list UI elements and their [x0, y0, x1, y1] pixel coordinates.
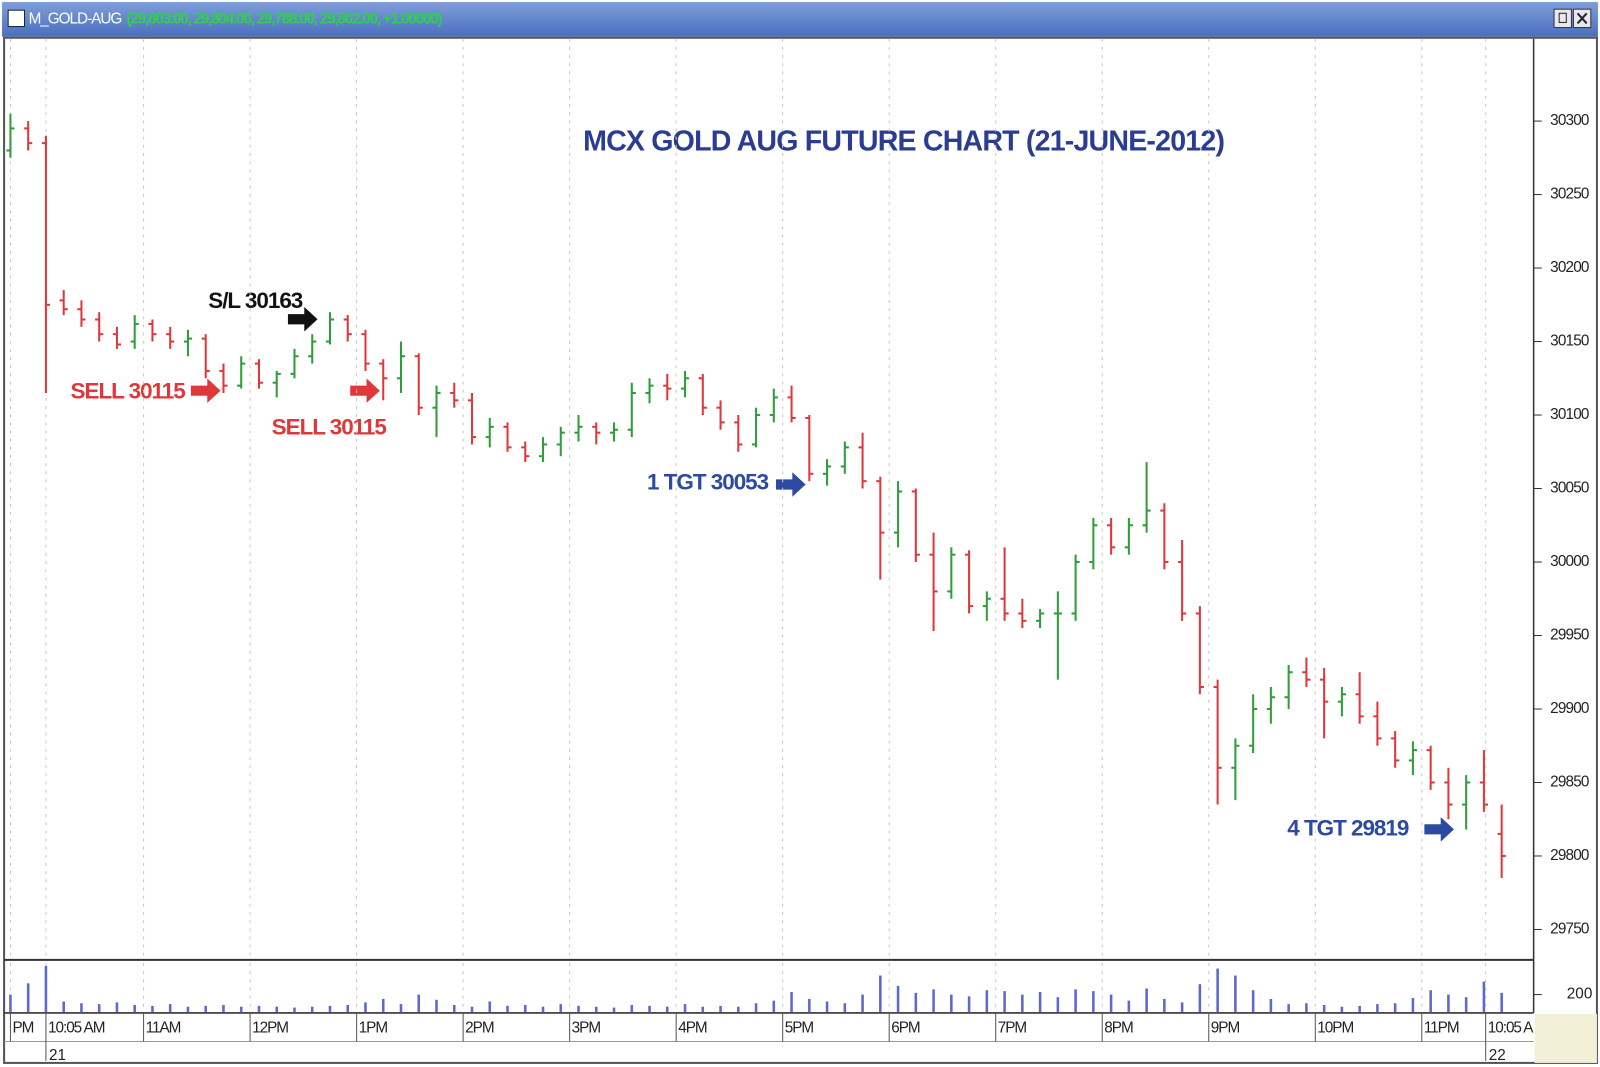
x-tick-label: 1PM [359, 1019, 388, 1036]
x-tick-label: 6PM [891, 1019, 920, 1036]
window-icon [7, 9, 26, 28]
x-tick-label: 9PM [1211, 1019, 1240, 1036]
title-bar [2, 2, 1598, 37]
x-tick-label: 10:05 AM [48, 1019, 105, 1036]
annotation: 4 TGT 29819 [1287, 815, 1409, 840]
x-tick-label: 11PM [1424, 1019, 1459, 1036]
annotation: 1 TGT 30053 [647, 469, 769, 494]
x-tick-label: 5PM [785, 1019, 814, 1036]
restore-icon [1558, 12, 1567, 23]
close-icon [1576, 12, 1588, 25]
window-title: M_GOLD-AUG [29, 10, 122, 27]
y-tick-label: 29900 [1550, 700, 1589, 717]
y-tick-label: 30200 [1550, 259, 1589, 276]
y-tick-label: 30300 [1550, 112, 1589, 129]
annotation: SELL 30115 [71, 379, 186, 404]
y-tick-label: 30100 [1550, 406, 1589, 423]
y-tick-label: 29850 [1550, 774, 1589, 791]
x-tick-label: 4PM [678, 1019, 707, 1036]
arrow [350, 378, 380, 403]
volume-tick-label: 200 [1567, 986, 1593, 1003]
chart-title: MCX GOLD AUG FUTURE CHART (21-JUNE-2012) [583, 125, 1224, 157]
y-tick-label: 30050 [1550, 480, 1589, 497]
annotation: SELL 30115 [272, 414, 387, 439]
x-tick-label: 10:05 A [1488, 1019, 1535, 1036]
x-tick-label: 10PM [1317, 1019, 1353, 1036]
y-tick-label: 29750 [1550, 921, 1589, 938]
arrow [1424, 817, 1454, 842]
arrow [776, 472, 806, 497]
y-tick-label: 30250 [1550, 186, 1589, 203]
frame [3, 36, 1598, 1064]
annotation: S/L 30163 [208, 288, 303, 313]
date-label: 22 [1489, 1047, 1506, 1064]
y-tick-label: 29950 [1550, 627, 1589, 644]
x-tick-label: 11AM [146, 1019, 181, 1036]
y-tick-label: 30000 [1550, 553, 1589, 570]
arrow [190, 378, 221, 403]
date-label: 21 [49, 1047, 66, 1064]
x-tick-label: 3PM [572, 1019, 601, 1036]
x-tick-label: 2PM [465, 1019, 494, 1036]
y-tick-label: 30150 [1550, 333, 1589, 350]
x-tick-label: PM [12, 1019, 33, 1036]
x-tick-label: 8PM [1104, 1019, 1133, 1036]
x-tick-label: 7PM [998, 1019, 1027, 1036]
restore-button[interactable] [1553, 8, 1572, 29]
arrow [287, 307, 318, 332]
y-tick-label: 29800 [1550, 847, 1589, 864]
corner-box [1534, 1013, 1597, 1063]
x-tick-label: 12PM [252, 1019, 288, 1036]
window-values: (29,803.00, 29,804.00, 29,788.00, 29,802… [127, 10, 443, 27]
